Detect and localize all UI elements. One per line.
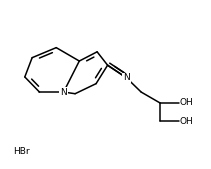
Text: OH: OH <box>180 98 194 107</box>
Text: OH: OH <box>180 117 194 126</box>
Text: N: N <box>123 73 130 82</box>
Text: HBr: HBr <box>13 147 30 156</box>
Text: N: N <box>60 88 67 96</box>
